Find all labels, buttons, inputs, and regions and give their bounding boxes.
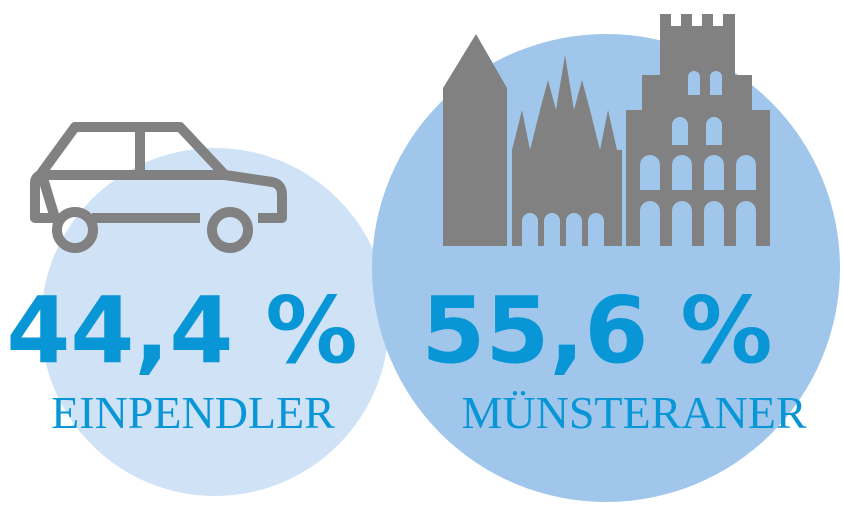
left-label: EINPENDLER: [51, 387, 335, 438]
right-label: MÜNSTERANER: [461, 387, 806, 438]
left-value: 44,4 %: [6, 277, 357, 384]
right-value: 55,6 %: [421, 277, 772, 384]
infographic: 44,4 % EINPENDLER 55,6 % MÜNSTERANER: [0, 0, 843, 505]
